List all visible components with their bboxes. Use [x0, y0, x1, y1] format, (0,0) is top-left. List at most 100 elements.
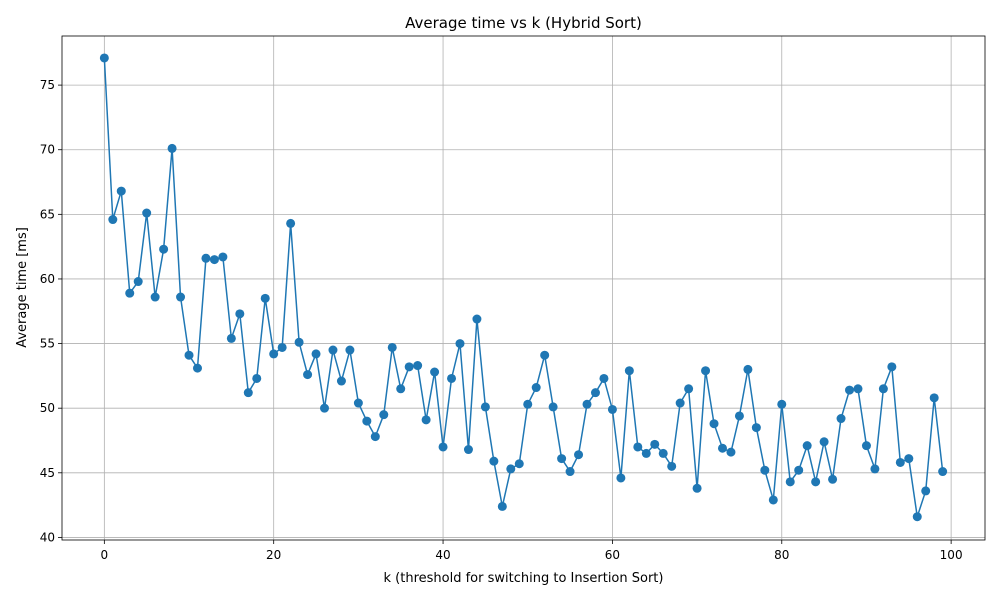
data-point [336, 376, 346, 386]
data-point [167, 143, 177, 153]
data-point [108, 215, 118, 225]
data-point [328, 345, 338, 355]
data-point [828, 474, 838, 484]
data-point [726, 447, 736, 457]
data-point [548, 402, 558, 412]
data-point [557, 454, 567, 464]
y-tick-label: 75 [40, 78, 55, 92]
data-point [430, 367, 440, 377]
data-point [777, 399, 787, 409]
x-tick-label: 60 [605, 548, 620, 562]
y-axis-ticks: 40 45 50 55 60 65 70 75 [40, 78, 62, 544]
data-point [531, 383, 541, 393]
data-point [320, 403, 330, 413]
data-point [413, 361, 423, 371]
data-point [396, 384, 406, 394]
data-point [887, 362, 897, 372]
data-point [709, 419, 719, 429]
y-tick-label: 70 [40, 143, 55, 157]
x-tick-label: 0 [101, 548, 109, 562]
data-point [658, 448, 668, 458]
data-point [438, 442, 448, 452]
y-tick-label: 60 [40, 272, 55, 286]
data-point [650, 439, 660, 449]
data-point [252, 373, 262, 383]
data-point [624, 366, 634, 376]
data-point [480, 402, 490, 412]
data-point [574, 450, 584, 460]
data-point [277, 342, 287, 352]
data-point [565, 467, 575, 477]
y-tick-label: 50 [40, 401, 55, 415]
data-point [226, 333, 236, 343]
data-point [506, 464, 516, 474]
y-tick-label: 65 [40, 207, 55, 221]
y-axis-label: Average time [ms] [15, 227, 30, 348]
data-point [514, 459, 524, 469]
data-point [870, 464, 880, 474]
data-point [99, 53, 109, 63]
data-point [590, 388, 600, 398]
data-point [811, 477, 821, 487]
data-point [387, 342, 397, 352]
data-point [895, 457, 905, 467]
data-point [362, 416, 372, 426]
data-point [743, 364, 753, 374]
data-point [192, 363, 202, 373]
data-point [675, 398, 685, 408]
plot-area-frame [61, 35, 986, 541]
data-point [447, 373, 457, 383]
data-point [489, 456, 499, 466]
data-point [201, 253, 211, 263]
data-point [717, 443, 727, 453]
data-point [311, 349, 321, 359]
data-point [370, 432, 380, 442]
data-point [472, 314, 482, 324]
data-point [218, 252, 228, 262]
data-point [353, 398, 363, 408]
data-point [794, 465, 804, 475]
data-point [853, 384, 863, 394]
data-point [142, 208, 152, 218]
data-point [819, 437, 829, 447]
data-point [235, 309, 245, 319]
data-point [751, 423, 761, 433]
data-point [785, 477, 795, 487]
data-point [667, 461, 677, 471]
y-tick-label: 40 [40, 530, 55, 544]
data-point [150, 292, 160, 302]
data-point [421, 415, 431, 425]
data-point [938, 467, 948, 477]
data-point [802, 441, 812, 451]
data-point [929, 393, 939, 403]
data-point [176, 292, 186, 302]
data-point [768, 495, 778, 505]
data-point [684, 384, 694, 394]
data-point [133, 277, 143, 287]
data-point [692, 483, 702, 493]
x-tick-label: 20 [266, 548, 281, 562]
data-point [582, 399, 592, 409]
data-point [243, 388, 253, 398]
data-point [861, 441, 871, 451]
x-tick-label: 100 [940, 548, 963, 562]
series-line [103, 57, 944, 517]
data-point [599, 373, 609, 383]
data-point [540, 350, 550, 360]
data-point [734, 411, 744, 421]
data-point [404, 362, 414, 372]
data-point [260, 293, 270, 303]
x-tick-label: 40 [435, 548, 450, 562]
data-point [159, 244, 169, 254]
data-point [921, 486, 931, 496]
data-point [497, 501, 507, 511]
data-point [633, 442, 643, 452]
y-tick-label: 45 [40, 466, 55, 480]
data-point [904, 454, 914, 464]
x-axis-ticks: 0 20 40 60 80 100 [101, 540, 963, 562]
data-point [878, 384, 888, 394]
data-point [836, 414, 846, 424]
data-point [616, 473, 626, 483]
